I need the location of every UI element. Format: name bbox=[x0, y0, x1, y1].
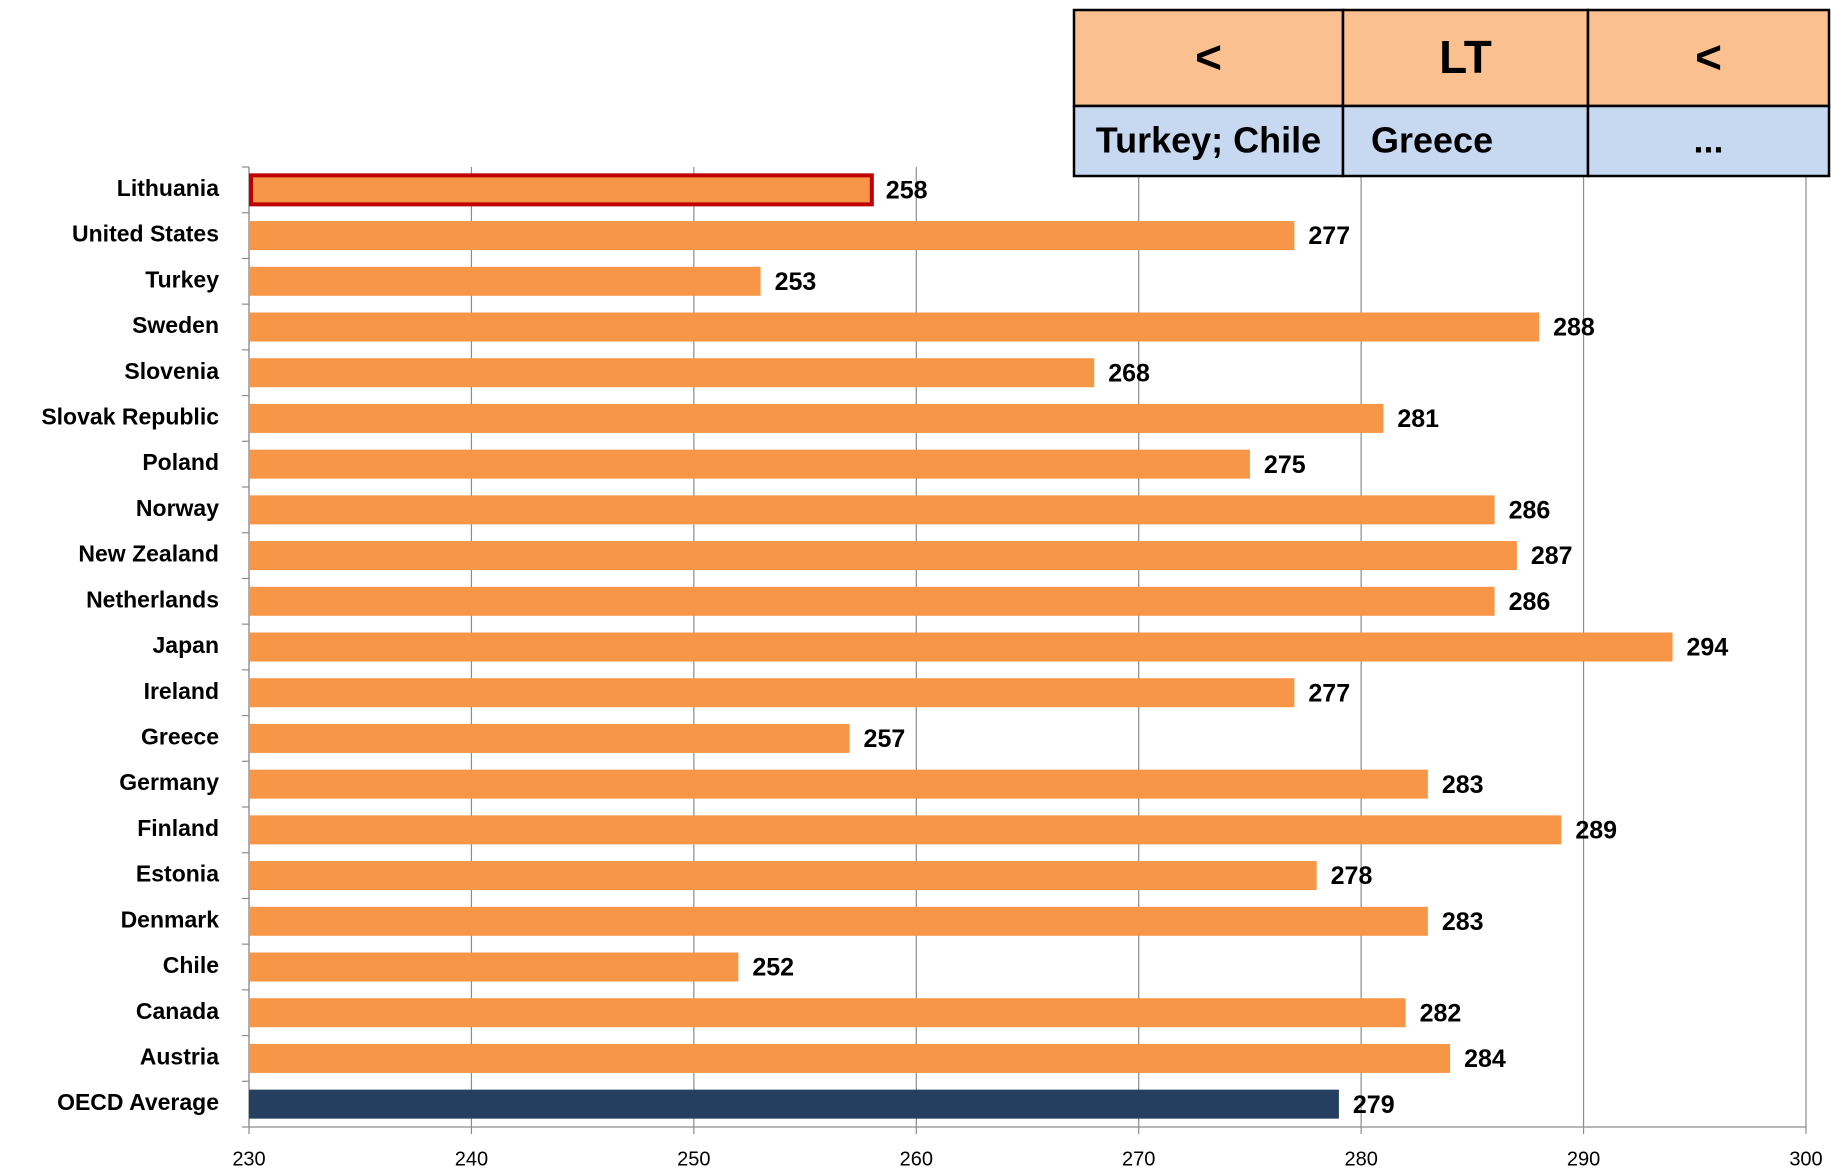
y-tick-label: New Zealand bbox=[78, 541, 219, 567]
table-cell-text: Greece bbox=[1371, 120, 1493, 161]
data-label: 287 bbox=[1531, 542, 1573, 570]
y-tick-label: United States bbox=[72, 221, 219, 247]
bar bbox=[249, 221, 1295, 251]
x-tick-label: 250 bbox=[677, 1148, 710, 1170]
bar bbox=[249, 1089, 1339, 1119]
y-tick-label: Canada bbox=[136, 998, 219, 1024]
data-label: 288 bbox=[1553, 314, 1595, 342]
data-label: 268 bbox=[1108, 359, 1150, 387]
table-cell-text: Turkey; Chile bbox=[1096, 120, 1321, 161]
y-tick-label: Japan bbox=[153, 632, 219, 658]
data-label: 281 bbox=[1397, 405, 1439, 433]
bar bbox=[249, 815, 1562, 845]
data-label: 282 bbox=[1420, 999, 1462, 1027]
table-cell-text: ... bbox=[1693, 120, 1723, 161]
bar bbox=[249, 312, 1540, 342]
data-label: 286 bbox=[1509, 588, 1551, 616]
data-label: 257 bbox=[864, 725, 906, 753]
data-label: 278 bbox=[1331, 862, 1373, 890]
y-tick-label: Chile bbox=[163, 952, 219, 978]
data-label: 277 bbox=[1308, 679, 1350, 707]
x-tick-label: 260 bbox=[900, 1148, 933, 1170]
y-tick-label: Turkey bbox=[145, 266, 219, 292]
data-label: 286 bbox=[1509, 496, 1551, 524]
bar bbox=[249, 449, 1250, 479]
y-tick-label: Finland bbox=[137, 815, 219, 841]
y-tick-label: Greece bbox=[141, 724, 219, 750]
data-label: 279 bbox=[1353, 1091, 1395, 1119]
data-label: 294 bbox=[1687, 634, 1729, 662]
data-label: 283 bbox=[1442, 771, 1484, 799]
data-label: 284 bbox=[1464, 1045, 1506, 1073]
x-tick-label: 270 bbox=[1122, 1148, 1155, 1170]
table-header-cell bbox=[1072, 8, 1345, 108]
table-header-text: < bbox=[1195, 31, 1222, 83]
x-tick-label: 290 bbox=[1567, 1148, 1600, 1170]
table-cell bbox=[1341, 104, 1590, 178]
y-tick-label: Sweden bbox=[132, 312, 219, 338]
x-tick-label: 280 bbox=[1344, 1148, 1377, 1170]
x-tick-label: 240 bbox=[455, 1148, 488, 1170]
data-label: 289 bbox=[1575, 816, 1617, 844]
y-tick-label: Germany bbox=[119, 769, 219, 795]
bar bbox=[249, 495, 1495, 525]
bar bbox=[249, 1043, 1451, 1073]
bar bbox=[249, 403, 1384, 433]
data-label: 258 bbox=[886, 176, 928, 204]
y-tick-label: Poland bbox=[142, 449, 219, 475]
table-header-text: LT bbox=[1439, 31, 1492, 83]
y-tick-label: Netherlands bbox=[86, 586, 219, 612]
y-tick-label: Slovak Republic bbox=[41, 404, 219, 430]
bar bbox=[249, 906, 1428, 936]
bar bbox=[249, 541, 1517, 571]
table-header-cell bbox=[1341, 8, 1590, 108]
bar bbox=[249, 769, 1428, 799]
bar bbox=[249, 861, 1317, 891]
data-label: 277 bbox=[1308, 222, 1350, 250]
bar bbox=[249, 723, 850, 753]
y-tick-label: Slovenia bbox=[124, 358, 219, 384]
y-tick-label: OECD Average bbox=[57, 1089, 219, 1115]
bar bbox=[249, 952, 739, 982]
y-tick-label: Austria bbox=[140, 1044, 219, 1070]
y-tick-label: Norway bbox=[136, 495, 219, 521]
bar bbox=[249, 586, 1495, 616]
bar bbox=[249, 358, 1095, 388]
table-cell bbox=[1072, 104, 1345, 178]
bar bbox=[249, 173, 874, 207]
x-tick-label: 300 bbox=[1789, 1148, 1822, 1170]
y-tick-label: Denmark bbox=[121, 906, 220, 932]
bar bbox=[249, 266, 761, 296]
data-label: 252 bbox=[752, 954, 794, 982]
bar bbox=[249, 998, 1406, 1028]
y-tick-label: Ireland bbox=[144, 678, 219, 704]
table-cell bbox=[1586, 104, 1831, 178]
y-tick-label: Lithuania bbox=[117, 175, 219, 201]
data-label: 283 bbox=[1442, 908, 1484, 936]
bar bbox=[249, 678, 1295, 708]
x-tick-label: 230 bbox=[232, 1148, 265, 1170]
table-header-text: < bbox=[1695, 31, 1722, 83]
bar bbox=[249, 632, 1673, 662]
table-header-cell bbox=[1586, 8, 1831, 108]
data-label: 275 bbox=[1264, 451, 1306, 479]
data-label: 253 bbox=[775, 268, 817, 296]
y-tick-label: Estonia bbox=[136, 861, 219, 887]
